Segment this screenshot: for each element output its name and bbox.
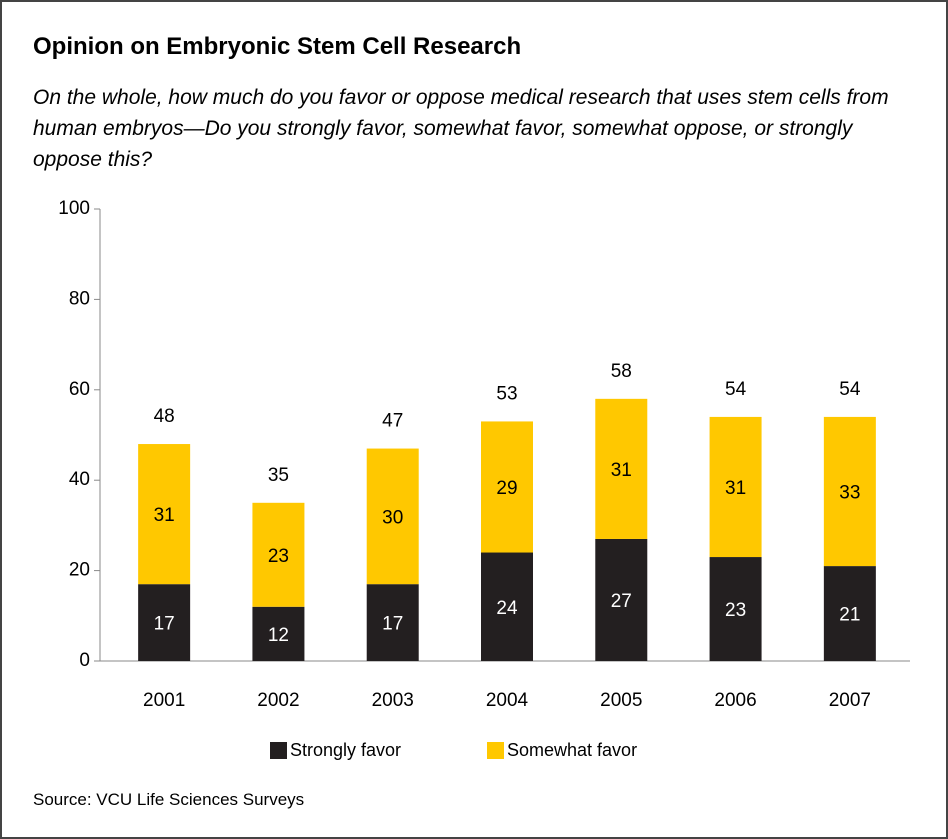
bar-segment (481, 421, 533, 553)
x-tick-label: 2004 (486, 690, 529, 711)
chart-subtitle: On the whole, how much do you favor or o… (33, 86, 889, 171)
bar-segment (709, 416, 762, 558)
total-label: 54 (725, 379, 747, 400)
y-tick-label: 80 (69, 288, 90, 309)
source-note: Source: VCU Life Sciences Surveys (33, 790, 305, 809)
data-label: 33 (839, 483, 860, 504)
bar-segment (366, 448, 419, 585)
legend-swatch (270, 742, 287, 759)
y-tick-label: 40 (69, 469, 90, 490)
bar-segment (823, 416, 876, 567)
x-tick-label: 2001 (143, 690, 185, 711)
x-tick-label: 2003 (372, 690, 414, 711)
data-label: 17 (382, 614, 403, 635)
total-label: 54 (839, 379, 861, 400)
legend-label: Somewhat favor (507, 740, 637, 760)
bar-segment (366, 584, 419, 661)
data-label: 24 (496, 598, 518, 619)
data-label: 31 (725, 478, 746, 499)
y-tick-label: 60 (69, 379, 90, 400)
legend-swatch (487, 742, 504, 759)
data-label: 21 (839, 605, 860, 626)
x-tick-label: 2002 (257, 690, 299, 711)
y-tick-label: 100 (58, 198, 90, 219)
bar-segment (252, 502, 305, 607)
x-tick-label: 2007 (829, 690, 871, 711)
data-label: 31 (611, 460, 632, 481)
x-tick-label: 2005 (600, 690, 642, 711)
data-label: 23 (725, 600, 746, 621)
bar-segment (595, 398, 648, 539)
total-label: 47 (382, 411, 403, 432)
y-tick-label: 20 (69, 560, 90, 581)
total-label: 35 (268, 465, 289, 486)
data-label: 30 (382, 507, 403, 528)
data-label: 17 (154, 614, 175, 635)
bar-segment (252, 606, 305, 661)
data-label: 23 (268, 546, 289, 567)
bar-segment (823, 566, 876, 661)
data-label: 27 (611, 591, 632, 612)
data-label: 12 (268, 625, 289, 646)
bar-segment (595, 538, 648, 661)
bar-segment (481, 552, 533, 661)
data-label: 29 (496, 478, 517, 499)
bar-segment (138, 444, 191, 585)
total-label: 53 (496, 383, 517, 404)
chart-title: Opinion on Embryonic Stem Cell Research (33, 33, 522, 60)
bar-segment (138, 584, 191, 661)
legend-label: Strongly favor (290, 740, 401, 760)
x-tick-label: 2006 (714, 690, 756, 711)
data-label: 31 (154, 505, 175, 526)
bar-segment (709, 557, 762, 661)
total-label: 48 (154, 406, 175, 427)
y-tick-label: 0 (79, 650, 90, 671)
total-label: 58 (611, 361, 632, 382)
